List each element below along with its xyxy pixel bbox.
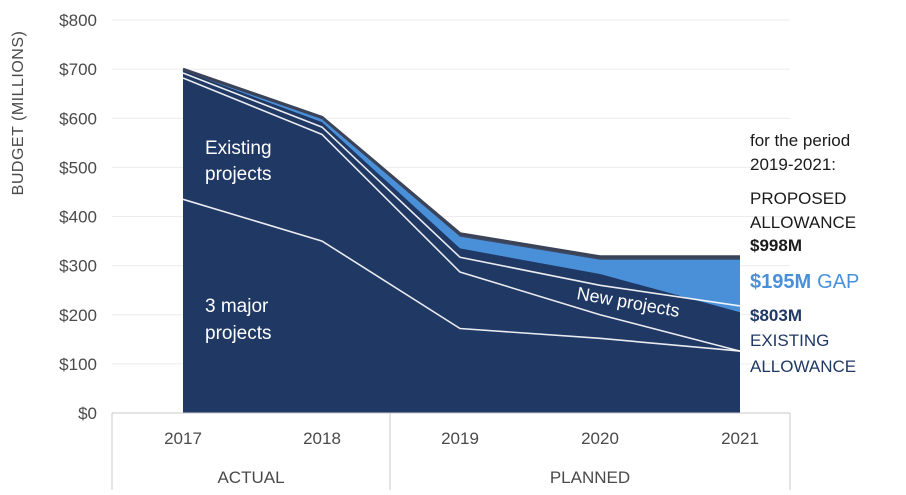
y-tick-label: $700 [59,60,97,79]
annotation-existing-1: EXISTING [750,331,829,350]
x-tick-label: 2019 [441,429,479,448]
x-axis-ticks: 2017 2018 2019 2020 2021 [164,429,759,448]
annotation-existing-value: $803M [750,306,802,325]
annotation-proposed-1: PROPOSED [750,189,846,208]
group-label-planned: PLANNED [550,468,630,487]
y-tick-label: $200 [59,306,97,325]
series-line-proposed-allowance [182,67,740,259]
annotation-gap-word: GAP [817,271,859,293]
y-tick-label: $100 [59,355,97,374]
series-label-existing-projects-1: Existing [205,138,272,159]
y-tick-label: $400 [59,208,97,227]
annotation-proposed-2: ALLOWANCE [750,213,856,232]
x-tick-label: 2020 [581,429,619,448]
y-axis-label: BUDGET (MILLIONS) [10,31,27,196]
annotation-gap-value: $195M [750,271,811,293]
x-tick-label: 2018 [303,429,341,448]
x-tick-label: 2017 [164,429,202,448]
annotation-period-2: 2019-2021: [750,155,836,174]
y-tick-label: $600 [59,109,97,128]
y-tick-label: $0 [78,404,97,423]
series-label-major-projects-1: 3 major [205,296,269,317]
annotation-existing-2: ALLOWANCE [750,357,856,376]
area-layers [183,69,740,413]
annotation-period-1: for the period [750,131,850,150]
series-label-existing-projects-2: projects [205,164,272,185]
series-lines [182,67,741,352]
y-tick-label: $500 [59,158,97,177]
area-existing-allowance [183,70,740,413]
series-line-3-major-projects [182,198,741,352]
series-line-new-projects [182,72,741,307]
group-label-actual: ACTUAL [217,468,284,487]
series-label-major-projects-2: projects [205,323,272,344]
series-line-existing-projects [182,77,741,352]
annotation-proposed-value: $998M [750,236,802,255]
y-tick-label: $800 [59,11,97,30]
y-axis-ticks: $0 $100 $200 $300 $400 $500 $600 $700 $800 [59,11,97,423]
annotation-gap: $195M GAP [750,271,859,293]
x-tick-label: 2021 [721,429,759,448]
y-tick-label: $300 [59,257,97,276]
